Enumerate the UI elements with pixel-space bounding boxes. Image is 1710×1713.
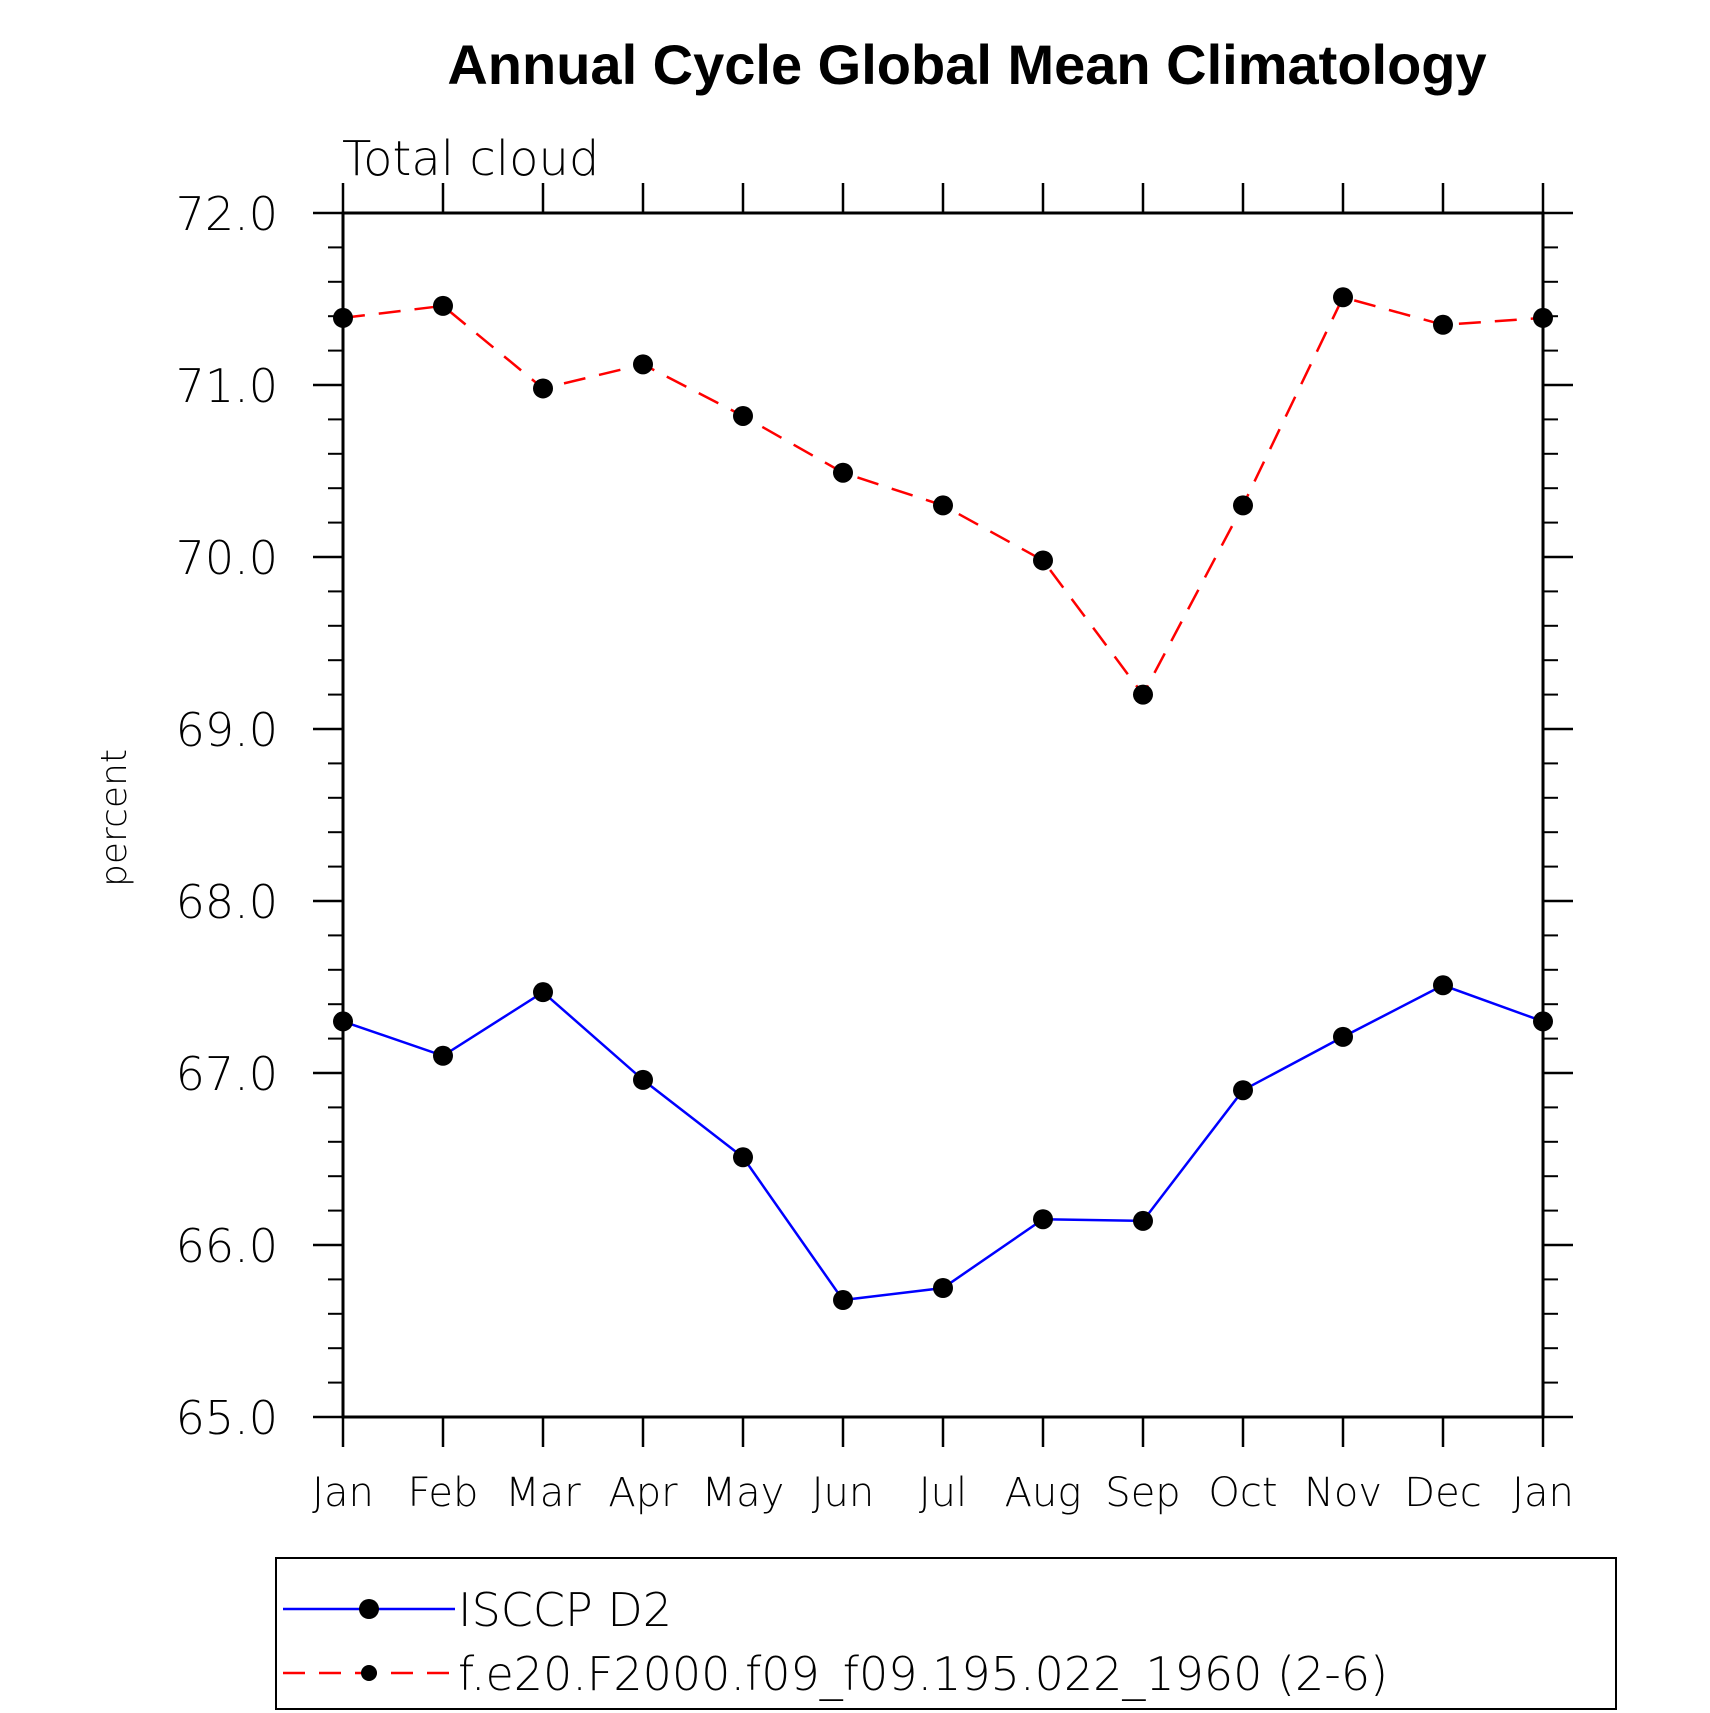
series-layer <box>333 287 1553 1311</box>
data-point-model <box>1333 287 1353 308</box>
data-point-model <box>533 378 553 399</box>
data-point-model <box>1033 550 1053 571</box>
y-tick-label: 66.0 <box>176 1219 278 1273</box>
y-tick-label: 65.0 <box>176 1391 278 1445</box>
x-tick-label: Jul <box>919 1470 967 1516</box>
data-point-model <box>1133 684 1153 705</box>
data-point-isccp-d2 <box>1133 1210 1153 1231</box>
y-tick-label: 69.0 <box>176 703 278 757</box>
data-point-model <box>333 307 353 328</box>
plot-frame <box>341 211 1545 1419</box>
series-line-isccp-d2 <box>342 983 1544 1302</box>
data-point-model <box>1533 307 1553 328</box>
y-tick-label: 67.0 <box>176 1047 278 1101</box>
y-axis-label: percent <box>94 749 135 887</box>
data-point-model <box>1433 314 1453 335</box>
axes: Jan Feb Mar Apr May Jun Jul Aug Sep Oct Nov Dec Jan 6… <box>176 183 1574 1516</box>
y-tick-label: 72.0 <box>176 187 278 241</box>
data-point-isccp-d2 <box>1433 975 1453 996</box>
x-tick-label: Apr <box>608 1470 678 1516</box>
data-point-model <box>633 354 653 375</box>
y-tick-label: 70.0 <box>176 531 278 585</box>
x-tick-label: Aug <box>1005 1470 1082 1516</box>
x-tick-label: Jan <box>312 1470 374 1516</box>
data-point-isccp-d2 <box>933 1278 953 1298</box>
data-point-isccp-d2 <box>733 1147 753 1168</box>
data-point-model <box>733 405 753 426</box>
chart-title: Annual Cycle Global Mean Climatology <box>447 33 1486 96</box>
data-point-isccp-d2 <box>633 1069 653 1090</box>
data-point-isccp-d2 <box>533 982 553 1003</box>
legend-swatch-marker <box>359 1599 379 1619</box>
data-point-isccp-d2 <box>833 1290 853 1311</box>
x-tick-label: Mar <box>505 1470 581 1516</box>
x-tick-label: May <box>702 1470 785 1516</box>
legend-label: ISCCP D2 <box>458 1583 672 1637</box>
data-point-model <box>433 295 453 316</box>
y-tick-label: 68.0 <box>176 875 278 929</box>
data-point-isccp-d2 <box>1533 1011 1553 1032</box>
data-point-model <box>933 495 953 516</box>
data-point-model <box>1233 495 1253 516</box>
x-tick-label: Feb <box>408 1470 479 1516</box>
x-tick-label: Nov <box>1304 1470 1382 1516</box>
x-tick-label: Oct <box>1208 1470 1277 1516</box>
legend-label: f.e20.F2000.f09_f09.195.022_1960 (2-6) <box>458 1647 1388 1701</box>
x-tick-label: Jun <box>812 1470 875 1516</box>
legend: ISCCP D2 f.e20.F2000.f09_f09.195.022_1960… <box>275 1557 1617 1710</box>
data-point-isccp-d2 <box>1033 1209 1053 1230</box>
data-point-isccp-d2 <box>333 1011 353 1032</box>
legend-box <box>275 1557 1617 1710</box>
y-tick-label: 71.0 <box>176 359 278 413</box>
chart-subtitle: Total cloud <box>342 131 599 187</box>
data-point-isccp-d2 <box>433 1045 453 1066</box>
data-point-isccp-d2 <box>1333 1026 1353 1047</box>
legend-swatch-marker <box>361 1665 377 1681</box>
x-tick-label: Jan <box>1512 1470 1574 1516</box>
data-point-model <box>833 462 853 483</box>
x-tick-label: Dec <box>1404 1470 1481 1516</box>
x-tick-label: Sep <box>1105 1470 1180 1516</box>
data-point-isccp-d2 <box>1233 1080 1253 1101</box>
